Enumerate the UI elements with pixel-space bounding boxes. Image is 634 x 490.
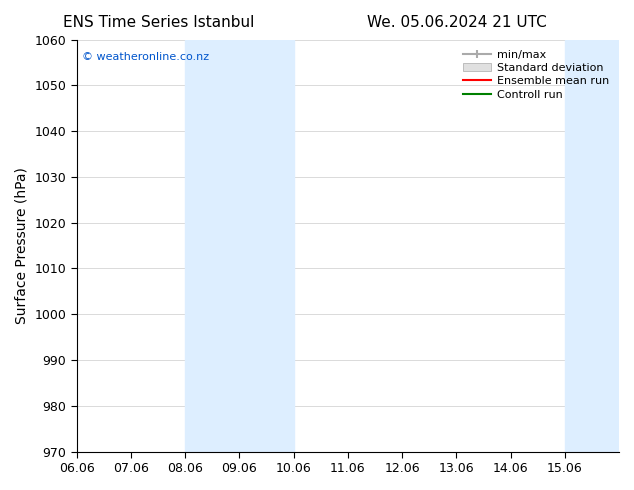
Text: ENS Time Series Istanbul: ENS Time Series Istanbul bbox=[63, 15, 254, 30]
Text: © weatheronline.co.nz: © weatheronline.co.nz bbox=[82, 52, 209, 62]
Y-axis label: Surface Pressure (hPa): Surface Pressure (hPa) bbox=[15, 167, 29, 324]
Bar bbox=[565, 40, 619, 452]
Legend: min/max, Standard deviation, Ensemble mean run, Controll run: min/max, Standard deviation, Ensemble me… bbox=[459, 45, 614, 104]
Bar bbox=[185, 40, 294, 452]
Text: We. 05.06.2024 21 UTC: We. 05.06.2024 21 UTC bbox=[366, 15, 547, 30]
